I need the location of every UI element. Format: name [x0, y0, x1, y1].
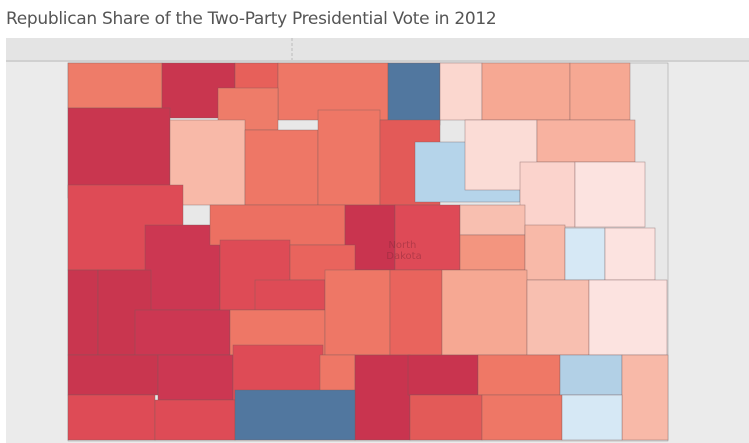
county-region[interactable] — [574, 161, 646, 228]
county-region[interactable] — [561, 394, 623, 441]
county-region[interactable] — [439, 62, 483, 121]
county-region[interactable] — [354, 354, 411, 441]
county-region[interactable] — [564, 227, 606, 281]
choropleth-map[interactable]: North Dakota — [6, 38, 749, 443]
county-region[interactable] — [67, 394, 156, 441]
county-region[interactable] — [317, 109, 381, 206]
chart-title: Republican Share of the Two-Party Presid… — [6, 9, 497, 29]
county-region[interactable] — [481, 394, 563, 441]
county-region[interactable] — [389, 269, 443, 356]
counties-layer — [67, 62, 669, 441]
county-region[interactable] — [319, 354, 356, 396]
county-region[interactable] — [134, 309, 231, 356]
county-region[interactable] — [569, 62, 631, 121]
county-region[interactable] — [394, 204, 461, 271]
state-label: North Dakota — [386, 240, 421, 262]
county-region[interactable] — [144, 224, 221, 311]
county-region[interactable] — [67, 62, 163, 109]
county-region[interactable] — [324, 269, 391, 356]
county-region[interactable] — [604, 227, 656, 281]
county-region[interactable] — [559, 354, 623, 396]
county-region[interactable] — [67, 354, 159, 396]
county-region[interactable] — [536, 119, 636, 163]
county-region[interactable] — [409, 394, 483, 441]
county-region[interactable] — [526, 279, 590, 356]
county-region[interactable] — [481, 62, 571, 121]
county-region[interactable] — [441, 269, 528, 356]
county-region[interactable] — [459, 204, 526, 236]
county-region[interactable] — [254, 279, 326, 311]
county-region[interactable] — [157, 354, 234, 401]
county-region[interactable] — [621, 354, 669, 441]
basemap-canada — [6, 38, 749, 60]
county-region[interactable] — [67, 269, 99, 356]
county-region[interactable] — [67, 107, 171, 199]
county-region[interactable] — [244, 129, 319, 206]
county-region[interactable] — [459, 234, 526, 271]
county-region[interactable] — [234, 389, 356, 441]
county-region[interactable] — [209, 204, 346, 246]
county-region[interactable] — [519, 161, 576, 228]
county-region[interactable] — [524, 224, 566, 281]
county-region[interactable] — [387, 62, 441, 126]
county-region[interactable] — [477, 354, 561, 396]
county-region[interactable] — [154, 399, 236, 441]
county-region[interactable] — [588, 279, 668, 356]
county-region[interactable] — [407, 354, 479, 396]
